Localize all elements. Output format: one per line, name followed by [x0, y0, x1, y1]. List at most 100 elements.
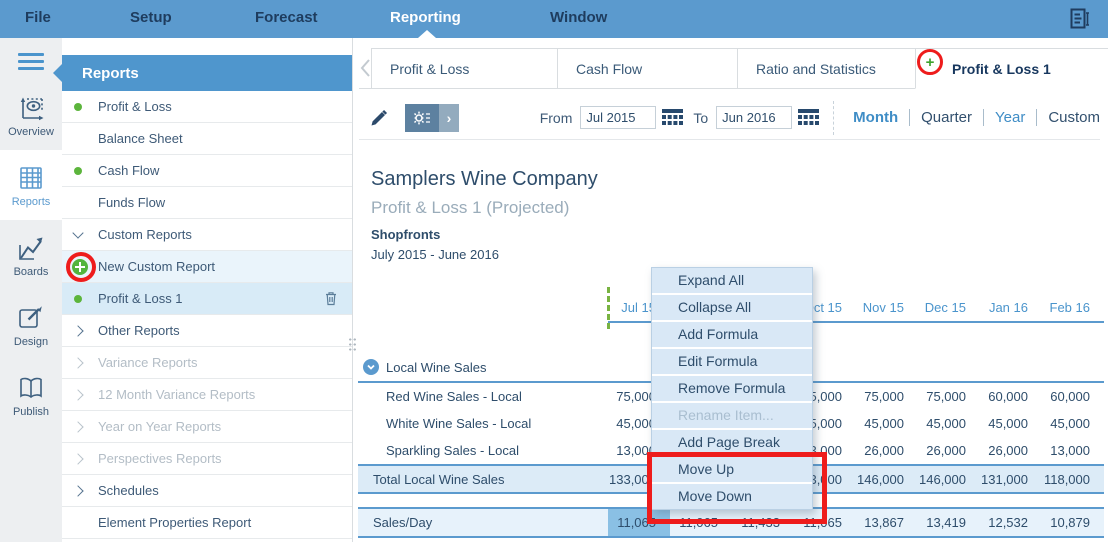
view-option[interactable]: Quarter — [909, 109, 983, 126]
report-item-label: Funds Flow — [98, 195, 166, 210]
report-list-item[interactable]: Custom Reports — [62, 219, 352, 251]
column-header[interactable]: Nov 15 — [862, 299, 904, 315]
nav-reports[interactable]: Reports — [0, 150, 62, 220]
nav-overview[interactable]: Overview — [0, 80, 62, 150]
report-list-item[interactable]: Year on Year Reports — [62, 411, 352, 443]
table-row[interactable]: Sales/Day 11,065 11,065 11,433 11,065 — [358, 507, 1104, 538]
tab-bar: Profit & Loss Cash Flow Ratio and Statis… — [359, 48, 1108, 89]
table-row[interactable]: Red Wine Sales - Local 75,000 75,000 — [358, 383, 1104, 410]
company-name: Samplers Wine Company — [371, 168, 598, 190]
table-cell[interactable]: 12,532 — [988, 515, 1028, 530]
report-item-marker-icon — [70, 294, 98, 303]
trash-icon[interactable] — [324, 291, 338, 306]
table-cell[interactable]: 131,000 — [981, 471, 1028, 487]
table-cell[interactable]: 10,879 — [1050, 515, 1090, 530]
tab[interactable]: Profit & Loss 1 — [915, 48, 1108, 89]
table-cell[interactable]: 118,000 — [1043, 471, 1090, 487]
report-list-item[interactable]: Profit & Loss — [62, 91, 352, 123]
report-list-item[interactable]: Element Properties Report — [62, 507, 352, 539]
from-date-input[interactable] — [580, 106, 657, 129]
calendar-icon[interactable] — [662, 108, 684, 127]
table-cell[interactable]: 45,000 — [926, 416, 966, 431]
report-item-marker-icon — [70, 102, 98, 111]
table-cell[interactable]: 26,000 — [864, 443, 904, 458]
nav-boards[interactable]: Boards — [0, 220, 62, 290]
menu-window[interactable]: Window — [550, 9, 608, 26]
table-cell[interactable]: 45,000 — [864, 416, 904, 431]
table-cell[interactable]: 13,000 — [616, 443, 656, 458]
active-menu-notch — [418, 30, 436, 38]
report-list-item[interactable]: New Custom Report — [62, 251, 352, 283]
tab-label: Ratio and Statistics — [756, 60, 876, 77]
table-cell[interactable]: 75,000 — [926, 389, 966, 404]
nav-publish[interactable]: Publish — [0, 360, 62, 430]
tab[interactable]: Cash Flow — [557, 48, 737, 88]
row-label: White Wine Sales - Local — [386, 416, 532, 431]
table-cell[interactable]: 45,000 — [988, 416, 1028, 431]
menu-file[interactable]: File — [25, 9, 51, 26]
pencil-icon[interactable] — [369, 108, 389, 128]
add-tab-plus-icon[interactable]: + — [925, 53, 935, 71]
table-cell[interactable]: 75,000 — [616, 389, 656, 404]
context-menu-item[interactable]: Collapse All — [652, 295, 812, 322]
annotation-red-circle: + — [917, 49, 943, 75]
table-cell[interactable]: 146,000 — [919, 471, 966, 487]
context-menu-item[interactable]: Add Formula — [652, 322, 812, 349]
column-header[interactable]: Feb 16 — [1049, 299, 1090, 315]
table-cell[interactable]: 13,000 — [1050, 443, 1090, 458]
table-row[interactable]: Sparkling Sales - Local 13,000 13,000 — [358, 437, 1104, 464]
view-option[interactable]: Custom — [1036, 109, 1100, 126]
report-list-item[interactable]: Cash Flow — [62, 155, 352, 187]
report-list-item[interactable]: Profit & Loss 1 — [62, 283, 352, 315]
context-menu-item[interactable]: Expand All — [652, 268, 812, 295]
gear-document-icon[interactable] — [405, 103, 439, 132]
table-cell[interactable]: 60,000 — [1050, 389, 1090, 404]
table-cell[interactable]: 60,000 — [988, 389, 1028, 404]
table-cell[interactable]: 45,000 — [1050, 416, 1090, 431]
column-header[interactable]: Jul 15 — [621, 299, 656, 315]
to-label: To — [693, 109, 709, 126]
table-cell[interactable]: 26,000 — [926, 443, 966, 458]
table-cell[interactable]: 45,000 — [616, 416, 656, 431]
table-cell[interactable]: 133,000 — [609, 471, 656, 487]
context-menu-item[interactable]: Edit Formula — [652, 349, 812, 376]
report-list-item[interactable]: Schedules — [62, 475, 352, 507]
report-list-item[interactable]: Variance Reports — [62, 347, 352, 379]
context-menu-item[interactable]: Move Up — [652, 457, 812, 484]
report-list-item[interactable]: Balance Sheet — [62, 123, 352, 155]
report-item-marker-icon — [66, 251, 98, 282]
context-menu-item[interactable]: Remove Formula — [652, 376, 812, 403]
tab[interactable]: Ratio and Statistics — [737, 48, 915, 88]
menu-reporting[interactable]: Reporting — [390, 9, 461, 26]
table-cell[interactable]: 13,419 — [926, 515, 966, 530]
column-header[interactable]: Jan 16 — [988, 299, 1028, 315]
nav-label-reports: Reports — [11, 195, 51, 208]
table-row[interactable]: White Wine Sales - Local 45,000 45,000 — [358, 410, 1104, 437]
table-cell[interactable]: 75,000 — [864, 389, 904, 404]
chevron-down-circle-icon[interactable] — [363, 359, 379, 375]
tab[interactable]: Profit & Loss — [371, 48, 557, 88]
context-menu-item[interactable]: Rename Item... — [652, 403, 812, 430]
nav-design[interactable]: Design — [0, 290, 62, 360]
report-list-item[interactable]: Other Reports — [62, 315, 352, 347]
table-cell[interactable]: 13,867 — [864, 515, 904, 530]
table-cell[interactable]: 146,000 — [857, 471, 904, 487]
text-editor-icon[interactable] — [1070, 7, 1090, 36]
calendar-icon[interactable] — [798, 108, 820, 127]
view-option[interactable]: Month — [853, 109, 899, 126]
report-list-item[interactable]: 12 Month Variance Reports — [62, 379, 352, 411]
expand-chevron-icon[interactable]: › — [439, 103, 459, 132]
column-header[interactable]: Dec 15 — [924, 299, 966, 315]
menu-setup[interactable]: Setup — [130, 9, 172, 26]
report-list-item[interactable]: Funds Flow — [62, 187, 352, 219]
to-date-input[interactable] — [716, 106, 793, 129]
column-header[interactable]: Oct 15 — [803, 299, 842, 315]
context-menu-item[interactable]: Move Down — [678, 488, 752, 504]
tabs-scroll-left-icon[interactable] — [359, 48, 371, 88]
hamburger-menu-icon[interactable] — [18, 53, 44, 70]
table-cell[interactable]: 26,000 — [988, 443, 1028, 458]
report-list-item[interactable]: Perspectives Reports — [62, 443, 352, 475]
panel-resize-handle[interactable] — [348, 337, 357, 353]
view-option[interactable]: Year — [983, 109, 1036, 126]
menu-forecast[interactable]: Forecast — [255, 9, 318, 26]
